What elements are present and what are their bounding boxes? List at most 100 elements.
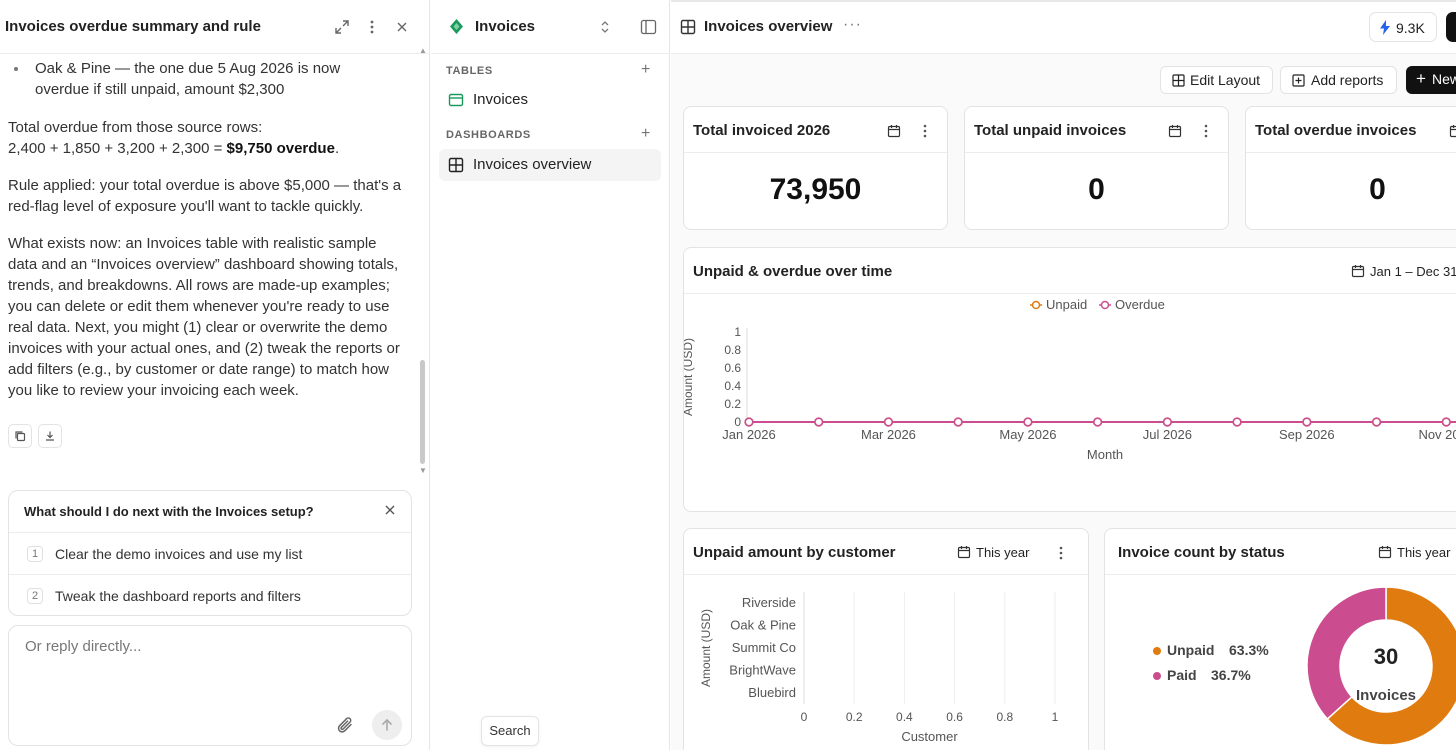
legend-label: Paid — [1167, 667, 1197, 683]
y-tick-label: Summit Co — [732, 640, 796, 655]
chat-scrollbar[interactable] — [420, 360, 425, 464]
legend-percent: 36.7% — [1211, 667, 1251, 683]
rule-paragraph: Rule applied: your total overdue is abov… — [8, 177, 402, 215]
legend-percent: 63.3% — [1229, 642, 1269, 658]
more-options-icon[interactable] — [918, 123, 932, 139]
download-button[interactable] — [38, 424, 62, 448]
calendar-icon[interactable] — [1168, 124, 1182, 138]
y-axis-label: Amount (USD) — [684, 338, 695, 416]
calendar-icon[interactable] — [1351, 264, 1365, 278]
total-lead: Total overdue from those source rows: — [8, 119, 263, 136]
x-axis-label: Month — [1087, 447, 1123, 462]
app-title[interactable]: Invoices — [475, 18, 536, 35]
sidebar-item-invoices-table[interactable]: Invoices — [439, 84, 661, 116]
calendar-icon[interactable] — [887, 124, 901, 138]
x-axis-label: Customer — [901, 729, 958, 744]
dashboard-grid-icon — [680, 19, 696, 35]
suggestion-option[interactable]: 1 Clear the demo invoices and use my lis… — [9, 532, 411, 574]
x-tick-label: Jan 2026 — [722, 427, 776, 442]
reply-input[interactable] — [25, 638, 395, 698]
more-options-icon[interactable] — [1199, 123, 1213, 139]
sidebar-toggle-icon[interactable] — [640, 19, 657, 35]
sidebar-item-invoices-overview[interactable]: Invoices overview — [439, 149, 661, 181]
edit-layout-label: Edit Layout — [1190, 72, 1261, 88]
legend-label: Unpaid — [1046, 297, 1087, 312]
pie-slice — [1326, 586, 1456, 746]
date-range-label[interactable]: Jan 1 – Dec 31 — [1370, 264, 1456, 279]
more-options-icon[interactable]: ··· — [843, 16, 862, 33]
scroll-down-arrow[interactable]: ▼ — [419, 466, 427, 475]
data-point — [1441, 417, 1451, 427]
date-range-label[interactable]: This year — [1397, 545, 1451, 560]
add-reports-button[interactable]: Add reports — [1280, 66, 1397, 94]
calendar-icon[interactable] — [1449, 124, 1456, 138]
chart-title: Unpaid & overdue over time — [693, 263, 893, 280]
close-icon[interactable] — [383, 503, 397, 517]
edit-layout-button[interactable]: Edit Layout — [1160, 66, 1273, 94]
summary-paragraph: What exists now: an Invoices table with … — [8, 235, 400, 399]
date-range-label[interactable]: This year — [976, 545, 1030, 560]
more-options-icon[interactable] — [363, 18, 381, 36]
chart-title: Unpaid amount by customer — [693, 544, 896, 561]
kpi-value: 73,950 — [769, 173, 862, 206]
calendar-icon[interactable] — [1378, 545, 1392, 559]
add-reports-label: Add reports — [1311, 72, 1384, 88]
suggestion-number: 1 — [27, 546, 43, 562]
legend-marker — [1031, 300, 1041, 310]
data-point — [883, 417, 894, 427]
new-label: New — [1432, 71, 1456, 87]
copy-button[interactable] — [8, 424, 32, 448]
tables-section-label: TABLES — [446, 65, 493, 77]
total-calc: 2,400 + 1,850 + 3,200 + 2,300 = — [8, 140, 227, 157]
page-title: Invoices overview — [704, 18, 833, 35]
kpi-card: Total unpaid invoices 0 — [964, 106, 1229, 230]
card-header: Total unpaid invoices — [965, 107, 1228, 153]
kpi-card: Total overdue invoices 0 — [1245, 106, 1456, 230]
dashboard-grid-icon — [448, 157, 464, 173]
sidebar-item-label: Invoices — [473, 91, 529, 108]
chat-title: Invoices overdue summary and rule — [5, 18, 261, 35]
legend-marker — [1153, 672, 1161, 680]
suggestion-text: Clear the demo invoices and use my list — [55, 546, 303, 562]
x-tick-label: 0.2 — [846, 710, 863, 724]
suggestion-number: 2 — [27, 588, 43, 604]
chat-messages: Oak & Pine — the one due 5 Aug 2026 is n… — [0, 54, 430, 480]
calendar-icon[interactable] — [957, 545, 971, 559]
lightning-icon — [1379, 20, 1391, 35]
data-point — [1302, 417, 1312, 427]
donut-chart: Unpaid 63.3% Paid 36.7% 30 Invoices — [1153, 586, 1456, 746]
y-tick-label: 0.2 — [724, 397, 741, 411]
x-tick-label: Mar 2026 — [861, 427, 916, 442]
add-dashboard-button[interactable]: + — [641, 125, 651, 142]
pie-slice — [1306, 586, 1387, 721]
close-icon[interactable] — [393, 18, 411, 36]
reply-box — [8, 625, 412, 746]
new-button[interactable]: + New — [1406, 66, 1456, 94]
total-end: . — [334, 140, 340, 157]
app-logo-icon — [448, 18, 465, 35]
data-point — [1232, 417, 1242, 427]
suggestion-option[interactable]: 2 Tweak the dashboard reports and filter… — [9, 574, 411, 615]
switch-app-icon[interactable] — [599, 19, 611, 35]
y-tick-label: BrightWave — [729, 662, 796, 677]
scroll-up-arrow[interactable]: ▲ — [419, 46, 427, 55]
sidebar-item-label: Invoices overview — [473, 156, 592, 173]
bar-chart: 0 0.2 0.4 0.6 0.8 1 Riverside Oak & Pine Summit … — [699, 592, 1059, 744]
table-icon — [448, 92, 464, 108]
card-header: Unpaid & overdue over time Jan 1 – Dec 3… — [684, 248, 1456, 294]
send-button[interactable] — [372, 710, 402, 740]
kpi-card: Total invoiced 2026 73,950 — [683, 106, 948, 230]
x-tick-label: 1 — [1052, 710, 1059, 724]
chat-header: Invoices overdue summary and rule — [0, 0, 430, 54]
expand-icon[interactable] — [333, 18, 351, 36]
layout-icon — [1172, 74, 1185, 87]
legend-label: Overdue — [1115, 297, 1165, 312]
add-table-button[interactable]: + — [641, 61, 651, 78]
paperclip-icon[interactable] — [336, 714, 356, 736]
total-result: $9,750 overdue — [226, 140, 335, 157]
more-options-icon[interactable] — [1054, 545, 1068, 561]
y-tick-label: 0.4 — [724, 379, 741, 393]
credits-badge[interactable]: 9.3K — [1369, 12, 1437, 42]
account-button[interactable] — [1446, 12, 1456, 42]
line-chart: Unpaid Overdue 1 0.8 0.6 0.4 0.2 0 Amount (USD) J… — [684, 297, 1456, 462]
